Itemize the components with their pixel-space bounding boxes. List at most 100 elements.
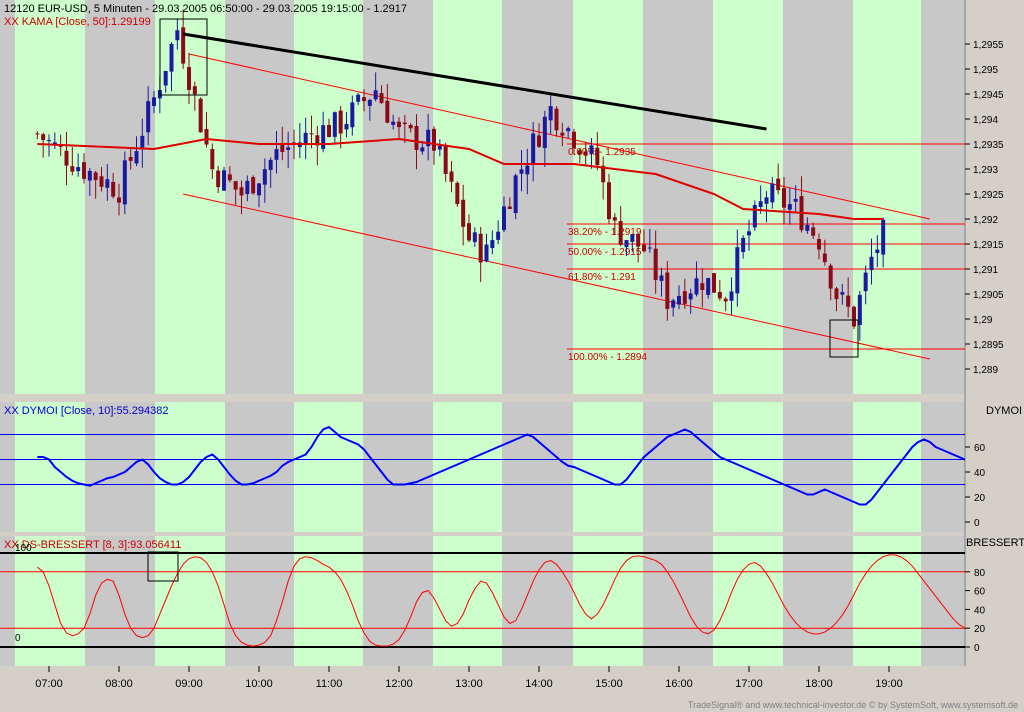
- candle-body: [216, 170, 221, 188]
- time-tick-label: 16:00: [665, 678, 693, 690]
- candle-body: [70, 166, 75, 172]
- candle-body: [204, 128, 209, 145]
- candle-body: [82, 162, 86, 179]
- candle-body: [537, 135, 541, 147]
- candle-body: [490, 240, 495, 249]
- candle-body: [414, 126, 419, 150]
- candle-body: [140, 135, 145, 149]
- candle-body: [391, 121, 396, 125]
- candle-body: [146, 101, 151, 133]
- price-tick-label: 1,2935: [973, 140, 1004, 151]
- candle-body: [332, 112, 337, 137]
- time-tick-label: 11:00: [316, 678, 343, 690]
- candle-body: [852, 306, 856, 327]
- dymoi-axis-tag: DYMOI: [986, 405, 1022, 417]
- fib-level-label: 50.00% - 1.2915: [568, 247, 642, 258]
- candle-body: [776, 178, 781, 191]
- candle-body: [362, 97, 366, 102]
- candle-body: [385, 100, 390, 123]
- session-band: [573, 0, 643, 666]
- right-axis: [965, 0, 1024, 666]
- candle-body: [379, 93, 384, 104]
- candle-body: [787, 204, 792, 210]
- candle-body: [274, 149, 279, 160]
- candle-body: [811, 227, 816, 236]
- separator-2: [0, 532, 1024, 536]
- candle-body: [152, 97, 156, 106]
- candle-body: [869, 256, 874, 271]
- candle-body: [595, 147, 600, 166]
- candle-body: [636, 233, 641, 247]
- price-tick-label: 1,292: [973, 215, 998, 226]
- candle-body: [665, 272, 670, 309]
- dymoi-tick-label: 40: [974, 468, 986, 479]
- candle-body: [659, 275, 664, 281]
- candle-body: [356, 94, 361, 102]
- channel-lower: [183, 193, 930, 360]
- candle-body: [554, 108, 559, 131]
- time-tick-label: 07:00: [35, 678, 63, 690]
- candle-body: [41, 134, 46, 141]
- candle-body: [181, 27, 186, 64]
- candle-body: [117, 197, 121, 203]
- candle-body: [128, 156, 133, 161]
- candle-body: [286, 147, 291, 150]
- candle-body: [677, 295, 681, 305]
- candle-body: [222, 170, 226, 191]
- candle-body: [694, 278, 699, 295]
- candle-body: [630, 234, 635, 242]
- price-tick-label: 1,294: [973, 115, 998, 126]
- candle-body: [280, 144, 285, 152]
- candle-body: [682, 291, 687, 304]
- candle-body: [700, 283, 705, 290]
- session-band: [853, 0, 921, 666]
- bressert-marker-box: [147, 551, 179, 582]
- candle-body: [577, 150, 582, 155]
- kama-line: [37, 137, 884, 220]
- candle-body: [572, 131, 576, 149]
- candle-body: [455, 182, 460, 205]
- candle-body: [122, 160, 127, 205]
- candle-body: [239, 187, 244, 196]
- candle-body: [484, 244, 489, 262]
- candle-body: [187, 67, 191, 90]
- time-tick-label: 08:00: [105, 678, 133, 690]
- candle-body: [64, 150, 69, 166]
- time-tick-label: 09:00: [175, 678, 203, 690]
- candle-body: [420, 147, 425, 152]
- candle-body: [507, 206, 512, 209]
- candle-body: [467, 223, 471, 241]
- candle-body: [607, 182, 611, 220]
- separator-1: [0, 394, 1024, 402]
- candle-body: [76, 167, 81, 172]
- price-tick-label: 1,2955: [973, 40, 1004, 51]
- high-marker-box: [159, 18, 208, 96]
- time-axis: [0, 666, 1024, 712]
- candle-body: [642, 244, 646, 252]
- candle-body: [519, 169, 524, 174]
- price-tick-label: 1,293: [973, 165, 998, 176]
- candle-body: [437, 145, 442, 150]
- session-band: [921, 0, 965, 666]
- low-marker-box: [829, 319, 859, 358]
- dymoi-line: [37, 425, 965, 506]
- dymoi-tick-label: 60: [974, 443, 986, 454]
- trendline: [182, 32, 767, 131]
- candle-body: [426, 129, 431, 147]
- candle-body: [268, 159, 273, 170]
- candle-body: [624, 240, 629, 248]
- candle-body: [857, 294, 862, 326]
- candle-body: [175, 30, 180, 41]
- candle-body: [566, 128, 571, 132]
- candle-body: [817, 239, 821, 250]
- time-tick-label: 12:00: [385, 678, 413, 690]
- candle-body: [542, 116, 547, 149]
- candle-body: [764, 197, 769, 204]
- price-tick-label: 1,2945: [973, 90, 1004, 101]
- price-tick-label: 1,291: [973, 265, 998, 276]
- session-band: [85, 0, 155, 666]
- candle-body: [618, 221, 623, 245]
- candle-body: [315, 135, 320, 146]
- bressert-tick-label: 80: [974, 568, 986, 579]
- dymoi-tick-label: 20: [974, 493, 986, 504]
